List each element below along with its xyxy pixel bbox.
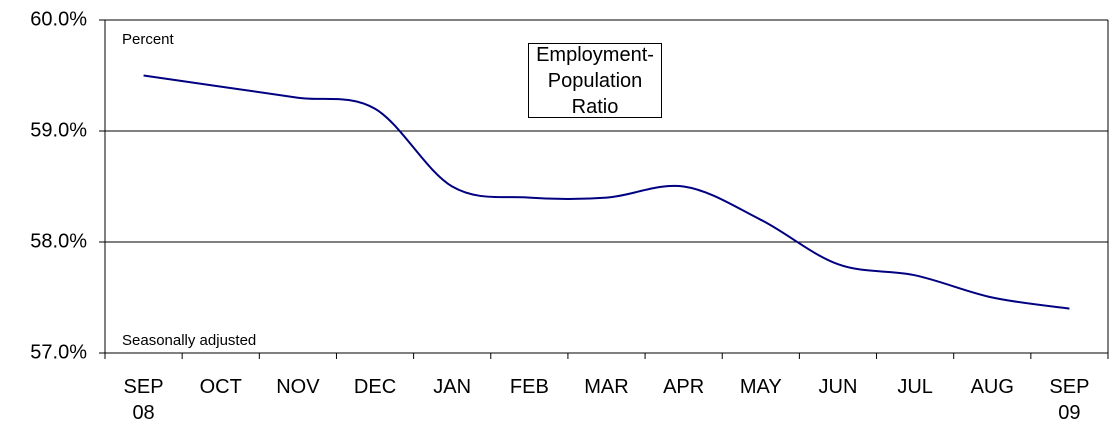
x-tick-label: FEB [509,376,549,398]
x-tick-label: OCT [199,376,242,398]
x-tick-label: MAY [739,376,782,398]
x-tick-label: SEP 08 [123,376,164,424]
x-tick-label: JAN [433,376,472,398]
x-tick-label: APR [663,376,705,398]
annotation: Percent [122,31,175,48]
chart-title-box: Employment-Population Ratio [528,43,662,118]
annotation: Seasonally adjusted [122,332,256,349]
y-tick-label: 58.0% [30,230,87,252]
y-tick-label: 60.0% [30,8,87,30]
y-tick-label: 59.0% [30,119,87,141]
x-tick-label: JUN [818,376,858,398]
x-tick-label: SEP 09 [1049,376,1090,424]
y-tick-label: 57.0% [30,341,87,363]
x-tick-label: AUG [970,376,1014,398]
x-tick-label: NOV [276,376,320,398]
x-tick-label: MAR [584,376,629,398]
series-line [143,74,1070,310]
x-tick-label: JUL [897,376,933,398]
x-tick-label: DEC [353,376,397,398]
chart-title: Employment-Population Ratio [536,43,654,118]
